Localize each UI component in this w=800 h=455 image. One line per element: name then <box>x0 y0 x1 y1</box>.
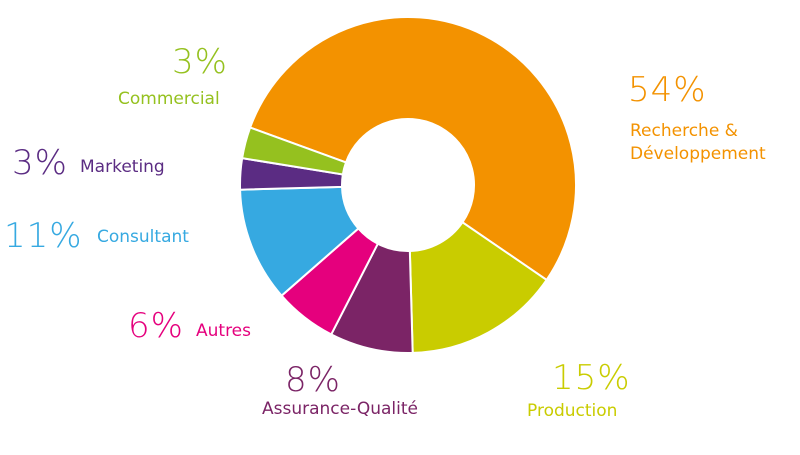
percent-label: 3% <box>172 42 228 82</box>
slice <box>408 220 549 354</box>
percent-label: 15% <box>552 358 631 398</box>
category-label: Marketing <box>80 157 165 177</box>
percent-label: 3% <box>12 143 68 183</box>
category-label: Assurance-Qualité <box>262 399 419 419</box>
slice <box>241 126 348 176</box>
percent-label: 6% <box>128 306 184 346</box>
slice <box>248 16 577 282</box>
category-label: Autres <box>196 321 252 341</box>
category-label: Consultant <box>97 227 189 247</box>
percent-label: 54% <box>628 70 707 110</box>
category-label: Production <box>527 401 618 421</box>
percent-label: 8% <box>285 360 341 400</box>
percent-label: 11% <box>4 216 83 256</box>
category-label: Commercial <box>118 89 220 109</box>
category-label: Recherche & Développement <box>630 121 766 164</box>
